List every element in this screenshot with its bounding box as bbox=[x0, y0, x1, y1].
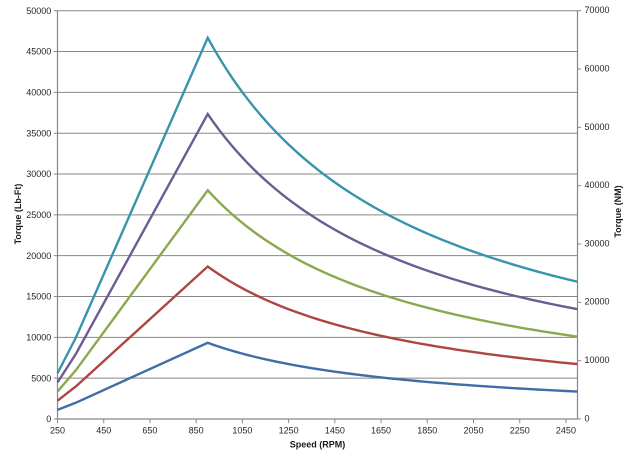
svg-text:0: 0 bbox=[46, 414, 51, 424]
svg-text:0: 0 bbox=[585, 413, 590, 423]
svg-text:10000: 10000 bbox=[585, 355, 610, 365]
svg-text:Torque (NM): Torque (NM) bbox=[613, 185, 623, 237]
svg-text:5000: 5000 bbox=[31, 373, 51, 383]
svg-text:30000: 30000 bbox=[26, 169, 51, 179]
svg-text:40000: 40000 bbox=[26, 88, 51, 98]
svg-text:250: 250 bbox=[50, 426, 65, 436]
svg-text:2450: 2450 bbox=[556, 426, 576, 436]
svg-text:650: 650 bbox=[142, 426, 157, 436]
svg-text:15000: 15000 bbox=[26, 292, 51, 302]
svg-text:10000: 10000 bbox=[26, 333, 51, 343]
svg-text:25000: 25000 bbox=[26, 210, 51, 220]
svg-text:Torque (Lb-Ft): Torque (Lb-Ft) bbox=[13, 184, 23, 245]
svg-text:20000: 20000 bbox=[26, 251, 51, 261]
svg-text:450: 450 bbox=[96, 426, 111, 436]
svg-text:40000: 40000 bbox=[585, 180, 610, 190]
svg-text:2250: 2250 bbox=[510, 426, 530, 436]
svg-text:60000: 60000 bbox=[585, 63, 610, 73]
svg-text:50000: 50000 bbox=[26, 6, 51, 16]
svg-text:30000: 30000 bbox=[585, 238, 610, 248]
svg-text:1850: 1850 bbox=[417, 426, 437, 436]
svg-text:45000: 45000 bbox=[26, 47, 51, 57]
svg-text:1650: 1650 bbox=[371, 426, 391, 436]
svg-text:850: 850 bbox=[189, 426, 204, 436]
svg-text:Speed (RPM): Speed (RPM) bbox=[290, 440, 346, 450]
svg-text:1250: 1250 bbox=[279, 426, 299, 436]
svg-text:50000: 50000 bbox=[585, 122, 610, 132]
svg-text:1450: 1450 bbox=[325, 426, 345, 436]
svg-text:70000: 70000 bbox=[585, 5, 610, 15]
svg-text:2050: 2050 bbox=[463, 426, 483, 436]
svg-text:35000: 35000 bbox=[26, 128, 51, 138]
svg-text:20000: 20000 bbox=[585, 297, 610, 307]
svg-text:1050: 1050 bbox=[232, 426, 252, 436]
